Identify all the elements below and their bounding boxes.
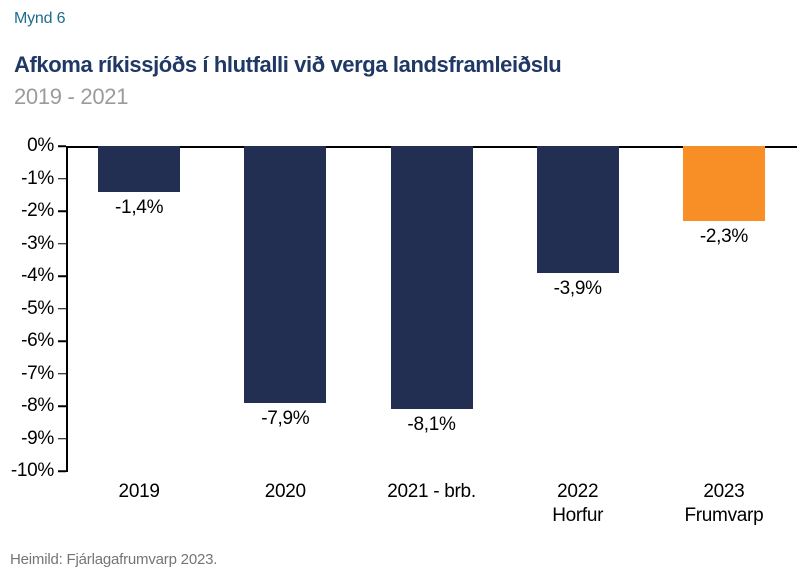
y-axis-tick--1pct: [58, 177, 66, 180]
bar-2023: [682, 146, 765, 221]
bar-2022: [536, 146, 619, 273]
value-label-2022: -3,9%: [553, 277, 602, 299]
y-axis-tick-0pct: [58, 145, 66, 147]
y-axis-label--7pct: -7%: [21, 362, 54, 384]
y-axis-tick--10pct: [58, 470, 66, 472]
y-axis-label--2pct: -2%: [21, 200, 54, 221]
bar-2019: [98, 146, 181, 192]
y-axis-tick--8pct: [58, 405, 66, 407]
x-axis-label-2019: 2019: [118, 481, 160, 502]
x-axis-label-2022: 2022 Horfur: [552, 481, 604, 526]
x-axis-label-2021: 2021 - brb.: [387, 481, 476, 502]
value-label-2019: -1,4%: [115, 196, 164, 218]
bar-2020: [244, 146, 327, 403]
y-axis-tick--2pct: [58, 210, 66, 212]
y-axis-label--5pct: -5%: [21, 297, 54, 319]
plot-area: 0% -1% -2% -3% -4% -5% -6% -7% -8% -9% -10% -1,4% 20…: [11, 135, 797, 526]
source-note: Heimild: Fjárlagafrumvarp 2023.: [10, 551, 218, 568]
y-axis-tick--7pct: [58, 372, 66, 375]
y-axis-label-0pct: 0%: [27, 135, 54, 156]
value-label-2020: -7,9%: [261, 407, 310, 429]
chart-title: Afkoma ríkissjóðs í hlutfalli við verga …: [14, 52, 562, 77]
value-label-2023: -2,3%: [699, 225, 748, 247]
y-axis-label--1pct: -1%: [21, 167, 54, 189]
x-axis-label-2023: 2023 Frumvarp: [684, 481, 764, 526]
bar-2021: [390, 146, 473, 410]
y-axis-tick--9pct: [58, 437, 66, 440]
figure-number-label: Mynd 6: [14, 10, 66, 27]
y-axis-label--10pct: -10%: [10, 460, 54, 481]
y-axis-tick--4pct: [58, 275, 66, 277]
y-axis-label--4pct: -4%: [21, 265, 54, 286]
x-axis-label-2020: 2020: [264, 481, 306, 502]
y-axis-tick--6pct: [58, 340, 66, 342]
y-axis-label--8pct: -8%: [21, 395, 54, 416]
y-axis-label--3pct: -3%: [21, 232, 54, 254]
chart-subtitle: 2019 - 2021: [14, 84, 129, 109]
y-axis-tick--5pct: [58, 307, 66, 310]
y-axis-label--6pct: -6%: [21, 330, 54, 351]
y-axis-line: [66, 146, 68, 472]
y-axis-label--9pct: -9%: [21, 427, 54, 449]
value-label-2021: -8,1%: [407, 414, 456, 436]
y-axis-tick--3pct: [58, 242, 66, 245]
